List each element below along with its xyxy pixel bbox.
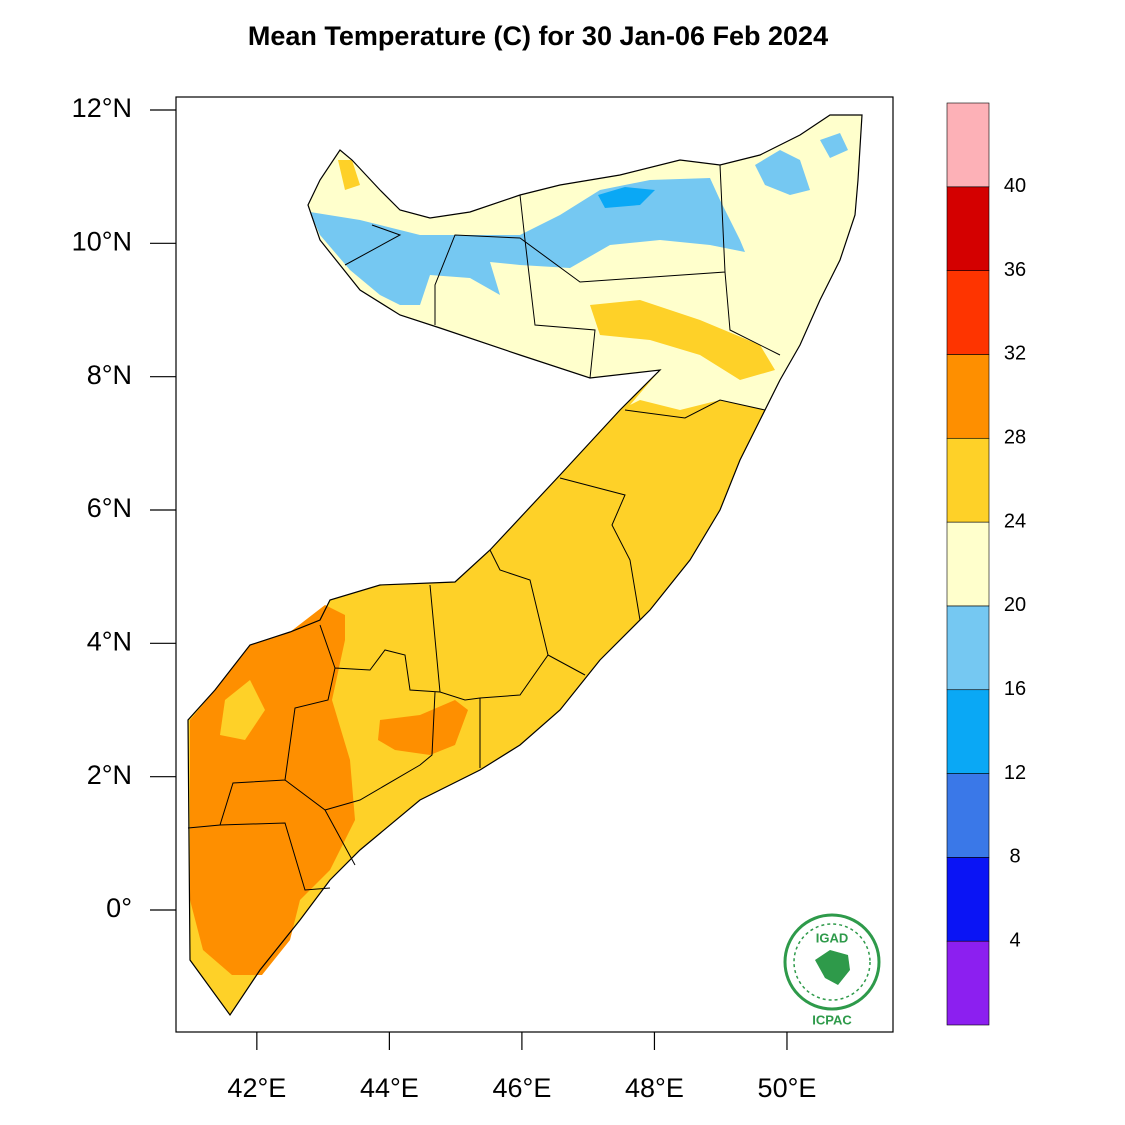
colorbar-bin [946, 354, 990, 439]
colorbar-bin [946, 689, 990, 774]
colorbar-label: 40 [1004, 175, 1026, 197]
colorbar-bin [946, 940, 990, 1026]
x-tick-label: 42°E [227, 1073, 286, 1103]
colorbar-label: 24 [1004, 510, 1026, 532]
region-fill [820, 133, 848, 158]
colorbar-bin [946, 521, 990, 607]
region-fill [310, 178, 745, 305]
logo-top-text: IGAD [816, 930, 849, 945]
x-tick-label: 50°E [758, 1073, 817, 1103]
map-area [175, 96, 894, 1033]
y-tick-label: 4°N [87, 626, 132, 656]
colorbar-label: 16 [1004, 678, 1026, 700]
logo: IGAD ICPAC [783, 913, 881, 1027]
colorbar-label: 8 [1009, 846, 1020, 868]
colorbar-label: 20 [1004, 594, 1026, 616]
region-fill [378, 700, 468, 755]
logo-map [815, 950, 850, 985]
colorbar: 4 8 12 16 20 24 28 32 36 40 [946, 102, 1026, 1026]
region-fill [338, 160, 360, 190]
colorbar-bin [946, 437, 990, 523]
region-fill [598, 187, 655, 208]
y-tick-label: 6°N [87, 493, 132, 523]
x-tick-label: 48°E [625, 1073, 684, 1103]
colorbar-bin [946, 773, 990, 858]
region-fill [590, 300, 775, 380]
x-tick-label: 44°E [360, 1073, 419, 1103]
axes: 42°E 44°E 46°E 48°E 50°E 0° 2°N 4°N 6°N 8°N 10°N 12… [72, 93, 817, 1103]
logo-bottom-text: ICPAC [812, 1012, 852, 1027]
colorbar-bin [946, 102, 990, 188]
colorbar-bin [946, 857, 990, 942]
y-tick-label: 12°N [72, 93, 132, 123]
admin-border [187, 164, 781, 891]
colorbar-bin [946, 605, 990, 691]
colorbar-label: 4 [1009, 929, 1020, 951]
logo-inner-ring [793, 923, 871, 1001]
colorbar-label: 32 [1004, 343, 1026, 365]
map-title: Mean Temperature (C) for 30 Jan-06 Feb 2… [248, 21, 828, 51]
colorbar-label: 28 [1004, 427, 1026, 449]
y-tick-label: 0° [106, 893, 132, 923]
y-tick-label: 2°N [87, 760, 132, 790]
x-tick-label: 46°E [492, 1073, 551, 1103]
map-frame [175, 96, 894, 1033]
y-tick-label: 8°N [87, 360, 132, 390]
y-tick-label: 10°N [72, 226, 132, 256]
region-fill [755, 150, 810, 195]
region-fill [220, 680, 265, 740]
colorbar-label: 12 [1004, 762, 1026, 784]
colorbar-label: 36 [1004, 259, 1026, 281]
country-outline [187, 114, 863, 1017]
colorbar-bin [946, 270, 990, 355]
colorbar-bin [946, 186, 990, 271]
